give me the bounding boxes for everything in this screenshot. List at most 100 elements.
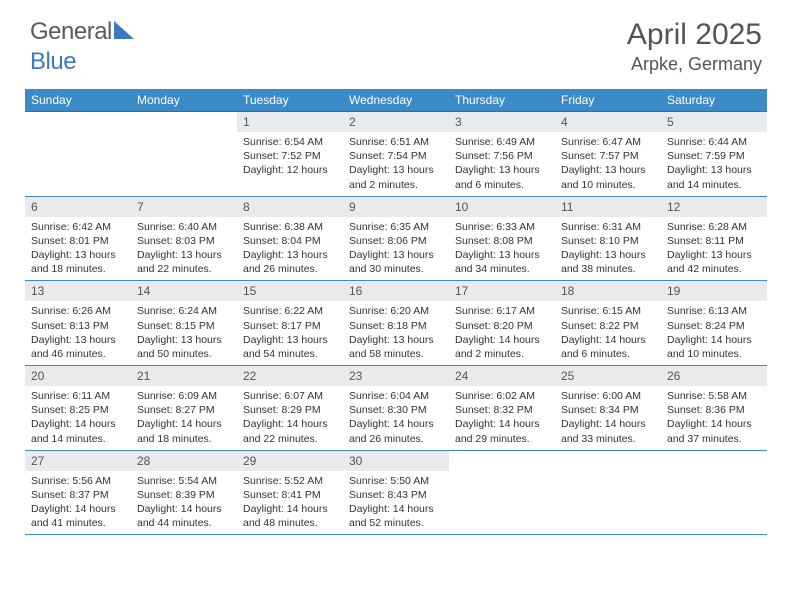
calendar-row: 20Sunrise: 6:11 AMSunset: 8:25 PMDayligh… [25,366,767,451]
calendar-cell: 26Sunrise: 5:58 AMSunset: 8:36 PMDayligh… [661,366,767,451]
day-number: 7 [131,197,237,217]
day-number: 19 [661,281,767,301]
weekday-header: Monday [131,89,237,112]
calendar-cell: 8Sunrise: 6:38 AMSunset: 8:04 PMDaylight… [237,196,343,281]
calendar-cell: 16Sunrise: 6:20 AMSunset: 8:18 PMDayligh… [343,281,449,366]
calendar-cell: 3Sunrise: 6:49 AMSunset: 7:56 PMDaylight… [449,112,555,197]
day-number: 30 [343,451,449,471]
page-header: General April 2025 Arpke, Germany [0,0,792,83]
day-details: Sunrise: 5:54 AMSunset: 8:39 PMDaylight:… [131,471,237,535]
calendar-cell: 4Sunrise: 6:47 AMSunset: 7:57 PMDaylight… [555,112,661,197]
calendar-cell: 17Sunrise: 6:17 AMSunset: 8:20 PMDayligh… [449,281,555,366]
day-details: Sunrise: 6:17 AMSunset: 8:20 PMDaylight:… [449,301,555,365]
day-number: 25 [555,366,661,386]
calendar-cell: 21Sunrise: 6:09 AMSunset: 8:27 PMDayligh… [131,366,237,451]
day-number: 20 [25,366,131,386]
day-details: Sunrise: 6:54 AMSunset: 7:52 PMDaylight:… [237,132,343,182]
calendar-cell: 12Sunrise: 6:28 AMSunset: 8:11 PMDayligh… [661,196,767,281]
month-title: April 2025 [627,18,762,52]
day-details: Sunrise: 6:31 AMSunset: 8:10 PMDaylight:… [555,217,661,281]
day-details: Sunrise: 6:38 AMSunset: 8:04 PMDaylight:… [237,217,343,281]
calendar-body: 1Sunrise: 6:54 AMSunset: 7:52 PMDaylight… [25,112,767,535]
day-number: 28 [131,451,237,471]
day-details: Sunrise: 6:11 AMSunset: 8:25 PMDaylight:… [25,386,131,450]
day-number: 1 [237,112,343,132]
calendar-cell: 19Sunrise: 6:13 AMSunset: 8:24 PMDayligh… [661,281,767,366]
day-details: Sunrise: 6:47 AMSunset: 7:57 PMDaylight:… [555,132,661,196]
calendar-cell-empty [131,112,237,197]
calendar-cell: 10Sunrise: 6:33 AMSunset: 8:08 PMDayligh… [449,196,555,281]
day-number: 10 [449,197,555,217]
day-details: Sunrise: 6:26 AMSunset: 8:13 PMDaylight:… [25,301,131,365]
day-details: Sunrise: 6:00 AMSunset: 8:34 PMDaylight:… [555,386,661,450]
weekday-header: Wednesday [343,89,449,112]
day-details: Sunrise: 6:09 AMSunset: 8:27 PMDaylight:… [131,386,237,450]
day-number: 2 [343,112,449,132]
day-details: Sunrise: 6:51 AMSunset: 7:54 PMDaylight:… [343,132,449,196]
calendar-row: 13Sunrise: 6:26 AMSunset: 8:13 PMDayligh… [25,281,767,366]
day-details: Sunrise: 6:07 AMSunset: 8:29 PMDaylight:… [237,386,343,450]
logo-text-2-wrap: Blue [30,48,76,76]
calendar-cell-empty [661,450,767,535]
day-details: Sunrise: 6:40 AMSunset: 8:03 PMDaylight:… [131,217,237,281]
calendar-cell: 6Sunrise: 6:42 AMSunset: 8:01 PMDaylight… [25,196,131,281]
logo-text-1: General [30,18,112,46]
calendar-cell: 11Sunrise: 6:31 AMSunset: 8:10 PMDayligh… [555,196,661,281]
weekday-header: Thursday [449,89,555,112]
weekday-header: Tuesday [237,89,343,112]
day-number: 15 [237,281,343,301]
weekday-header: Saturday [661,89,767,112]
day-number: 24 [449,366,555,386]
calendar-cell: 14Sunrise: 6:24 AMSunset: 8:15 PMDayligh… [131,281,237,366]
day-details: Sunrise: 6:15 AMSunset: 8:22 PMDaylight:… [555,301,661,365]
calendar-table: SundayMondayTuesdayWednesdayThursdayFrid… [25,89,767,535]
calendar-cell: 20Sunrise: 6:11 AMSunset: 8:25 PMDayligh… [25,366,131,451]
day-number: 11 [555,197,661,217]
calendar-cell: 18Sunrise: 6:15 AMSunset: 8:22 PMDayligh… [555,281,661,366]
calendar-cell: 13Sunrise: 6:26 AMSunset: 8:13 PMDayligh… [25,281,131,366]
weekday-header: Sunday [25,89,131,112]
day-details: Sunrise: 5:58 AMSunset: 8:36 PMDaylight:… [661,386,767,450]
day-number: 27 [25,451,131,471]
calendar-cell: 30Sunrise: 5:50 AMSunset: 8:43 PMDayligh… [343,450,449,535]
calendar-cell-empty [25,112,131,197]
day-number: 22 [237,366,343,386]
day-details: Sunrise: 6:04 AMSunset: 8:30 PMDaylight:… [343,386,449,450]
day-number: 13 [25,281,131,301]
day-number: 8 [237,197,343,217]
logo-text-2: Blue [30,48,76,75]
day-details: Sunrise: 6:44 AMSunset: 7:59 PMDaylight:… [661,132,767,196]
day-number: 23 [343,366,449,386]
day-number: 29 [237,451,343,471]
day-number: 14 [131,281,237,301]
calendar-row: 6Sunrise: 6:42 AMSunset: 8:01 PMDaylight… [25,196,767,281]
calendar-cell: 1Sunrise: 6:54 AMSunset: 7:52 PMDaylight… [237,112,343,197]
weekday-header: Friday [555,89,661,112]
calendar-row: 1Sunrise: 6:54 AMSunset: 7:52 PMDaylight… [25,112,767,197]
day-number: 3 [449,112,555,132]
day-details: Sunrise: 6:02 AMSunset: 8:32 PMDaylight:… [449,386,555,450]
calendar-cell: 7Sunrise: 6:40 AMSunset: 8:03 PMDaylight… [131,196,237,281]
day-number: 18 [555,281,661,301]
calendar-cell-empty [555,450,661,535]
day-number: 12 [661,197,767,217]
day-number: 6 [25,197,131,217]
calendar-cell: 23Sunrise: 6:04 AMSunset: 8:30 PMDayligh… [343,366,449,451]
day-number: 5 [661,112,767,132]
day-details: Sunrise: 6:42 AMSunset: 8:01 PMDaylight:… [25,217,131,281]
day-number: 4 [555,112,661,132]
calendar-cell: 27Sunrise: 5:56 AMSunset: 8:37 PMDayligh… [25,450,131,535]
day-details: Sunrise: 5:56 AMSunset: 8:37 PMDaylight:… [25,471,131,535]
day-details: Sunrise: 6:28 AMSunset: 8:11 PMDaylight:… [661,217,767,281]
day-details: Sunrise: 6:22 AMSunset: 8:17 PMDaylight:… [237,301,343,365]
day-details: Sunrise: 5:52 AMSunset: 8:41 PMDaylight:… [237,471,343,535]
calendar-cell-empty [449,450,555,535]
calendar-cell: 5Sunrise: 6:44 AMSunset: 7:59 PMDaylight… [661,112,767,197]
title-block: April 2025 Arpke, Germany [627,18,762,75]
day-details: Sunrise: 6:49 AMSunset: 7:56 PMDaylight:… [449,132,555,196]
calendar-row: 27Sunrise: 5:56 AMSunset: 8:37 PMDayligh… [25,450,767,535]
day-number: 9 [343,197,449,217]
weekday-row: SundayMondayTuesdayWednesdayThursdayFrid… [25,89,767,112]
day-details: Sunrise: 6:24 AMSunset: 8:15 PMDaylight:… [131,301,237,365]
day-details: Sunrise: 6:33 AMSunset: 8:08 PMDaylight:… [449,217,555,281]
